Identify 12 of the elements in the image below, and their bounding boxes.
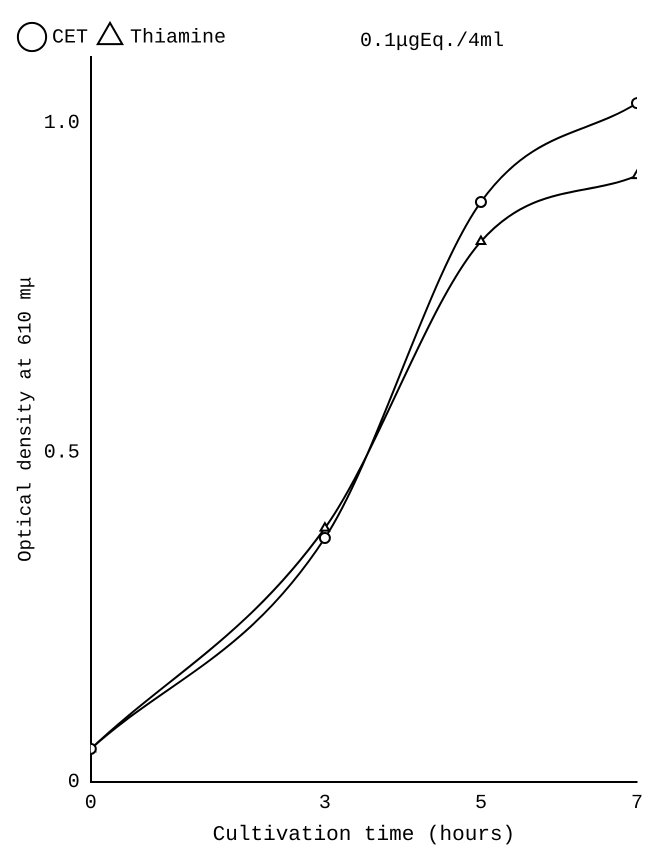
text: 0.1μgEq./4ml	[360, 30, 504, 53]
x-tick-label: 0	[84, 792, 97, 816]
x-axis-title: Cultivation time (hours)	[212, 824, 516, 847]
x-tick-label: 5	[474, 792, 487, 816]
y-axis-title: Optical density at 610 mμ	[14, 276, 36, 562]
x-tick-label: 3	[318, 792, 331, 816]
y-tick-label: 0	[68, 771, 80, 794]
y-tick-label: 1.0	[44, 112, 80, 136]
y-tick-label: 0.5	[44, 442, 80, 465]
legend-label: CET	[52, 26, 88, 50]
legend-label: Thiamine	[130, 26, 226, 50]
x-tick-label: 7	[630, 792, 644, 816]
